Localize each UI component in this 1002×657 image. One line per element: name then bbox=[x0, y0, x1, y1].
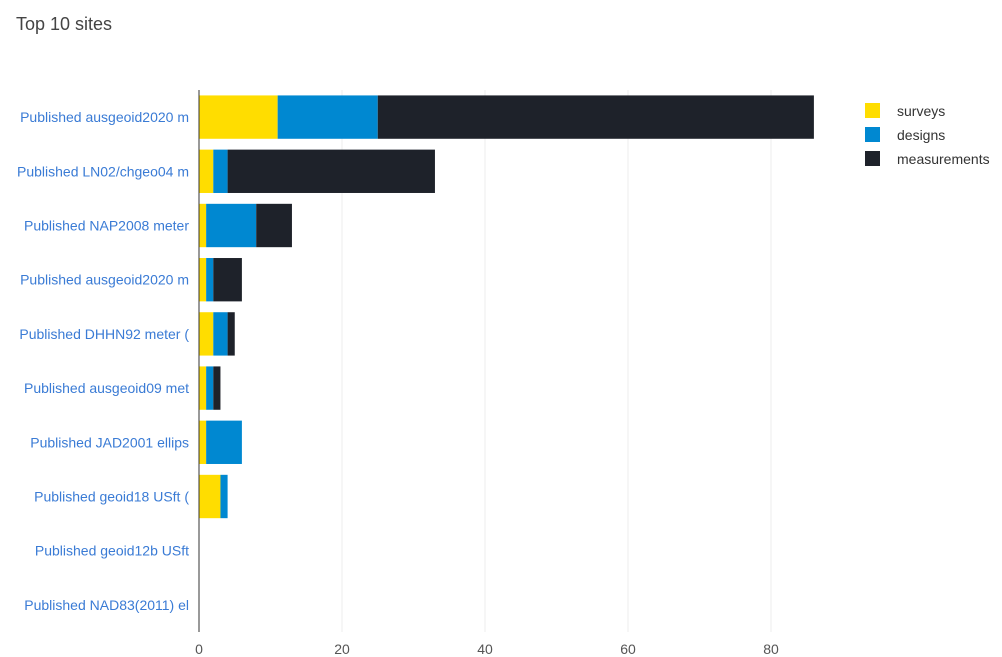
x-tick-labels: 0 20 40 60 80 bbox=[195, 641, 779, 657]
legend-swatch-surveys bbox=[865, 103, 880, 118]
bars bbox=[199, 95, 814, 519]
bar-designs[interactable] bbox=[206, 366, 214, 410]
bar-surveys[interactable] bbox=[199, 312, 214, 356]
bar-surveys[interactable] bbox=[199, 149, 214, 193]
category-label[interactable]: Published NAP2008 meter bbox=[24, 218, 189, 234]
bar-designs[interactable] bbox=[220, 474, 228, 519]
bar-designs[interactable] bbox=[206, 258, 214, 302]
category-label[interactable]: Published ausgeoid09 met bbox=[24, 380, 189, 396]
bar-measurements[interactable] bbox=[256, 203, 292, 248]
legend-label-surveys[interactable]: surveys bbox=[897, 103, 945, 119]
bar-measurements[interactable] bbox=[227, 149, 435, 193]
category-label[interactable]: Published JAD2001 ellips bbox=[30, 434, 189, 450]
bar-measurements[interactable] bbox=[377, 95, 814, 139]
x-tick-label: 0 bbox=[195, 641, 203, 657]
category-labels: Published ausgeoid2020 m Published LN02/c… bbox=[17, 109, 189, 613]
category-label[interactable]: Published NAD83(2011) el bbox=[24, 597, 189, 613]
bar-designs[interactable] bbox=[277, 95, 378, 139]
bar-surveys[interactable] bbox=[199, 474, 221, 519]
x-tick-label: 60 bbox=[620, 641, 636, 657]
x-tick-label: 40 bbox=[477, 641, 493, 657]
legend-swatch-measurements bbox=[865, 151, 880, 166]
chart-title: Top 10 sites bbox=[16, 14, 113, 34]
bar-surveys[interactable] bbox=[199, 203, 207, 248]
bar-designs[interactable] bbox=[213, 149, 228, 193]
bar-designs[interactable] bbox=[206, 203, 257, 248]
category-label[interactable]: Published ausgeoid2020 m bbox=[20, 109, 189, 125]
bar-surveys[interactable] bbox=[199, 366, 207, 410]
category-label[interactable]: Published LN02/chgeo04 m bbox=[17, 163, 189, 179]
bar-surveys[interactable] bbox=[199, 258, 207, 302]
legend-label-designs[interactable]: designs bbox=[897, 127, 945, 143]
bar-measurements[interactable] bbox=[213, 258, 242, 302]
legend: surveys designs measurements bbox=[865, 103, 990, 167]
x-tick-label: 20 bbox=[334, 641, 350, 657]
category-label[interactable]: Published DHHN92 meter ( bbox=[19, 326, 189, 342]
x-tick-label: 80 bbox=[763, 641, 779, 657]
category-label[interactable]: Published geoid12b USft bbox=[35, 543, 189, 559]
bar-designs[interactable] bbox=[206, 420, 242, 464]
bar-surveys[interactable] bbox=[199, 420, 207, 464]
category-label[interactable]: Published geoid18 USft ( bbox=[34, 489, 189, 505]
bar-designs[interactable] bbox=[213, 312, 228, 356]
bar-measurements[interactable] bbox=[227, 312, 235, 356]
bar-measurements[interactable] bbox=[213, 366, 221, 410]
bar-surveys[interactable] bbox=[199, 95, 278, 139]
legend-swatch-designs bbox=[865, 127, 880, 142]
category-label[interactable]: Published ausgeoid2020 m bbox=[20, 272, 189, 288]
legend-label-measurements[interactable]: measurements bbox=[897, 151, 990, 167]
